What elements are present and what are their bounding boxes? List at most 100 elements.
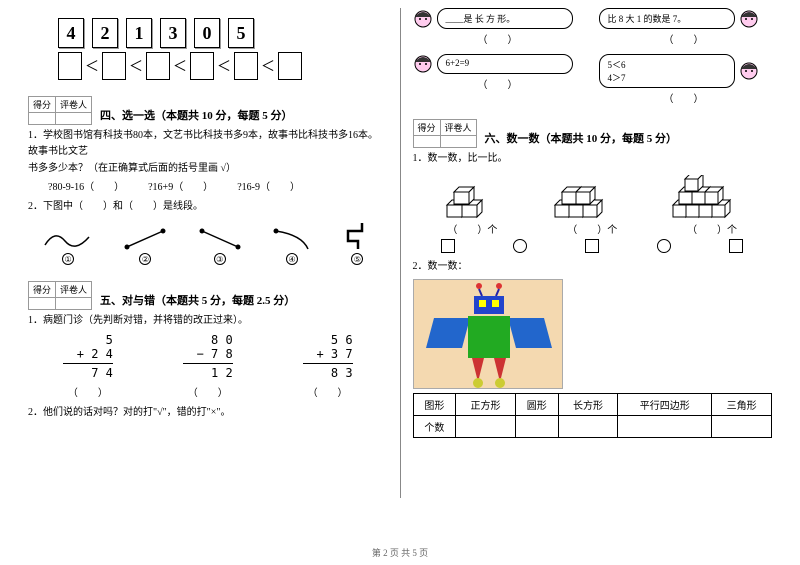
q1-text-line1: 1．学校图书馆有科技书80本，文艺书比科技书多9本，故事书比科技书多16本。故事…: [28, 128, 388, 160]
grader-cell: [56, 298, 92, 310]
s6-q2: 2．数一数：: [413, 259, 773, 275]
label-4: ④: [286, 253, 298, 265]
cube-stack-3: [667, 175, 747, 219]
q1-options: ?80-9-16（ ） ?16+9（ ） ?16-9（ ）: [48, 180, 388, 196]
arith-line: [183, 363, 233, 364]
circle-blank: [657, 239, 671, 253]
cell-blank: [558, 416, 618, 438]
paren-blank: （ ）: [599, 90, 769, 105]
q1-text-line2: 书多多少本？（在正确算式后面的括号里画 √）: [28, 161, 388, 177]
section4-title: 四、选一选（本题共 10 分，每题 5 分）: [100, 107, 293, 123]
zigzag-icon: [342, 221, 372, 251]
face-icon: [413, 54, 433, 74]
count-labels: （ ）个 （ ）个 （ ）个: [413, 221, 773, 236]
less-than-icon: ＜: [173, 56, 187, 76]
section6-header: 得分评卷人 六、数一数（本题共 10 分，每题 5 分）: [413, 113, 773, 148]
table-header-row: 图形 正方形 圆形 长方形 平行四边形 三角形: [413, 394, 772, 416]
speech-bubble-grid: ____是 长 方 形。 （ ） 比 8 大 1 的数是 7。 （ ） 6+2=…: [413, 8, 773, 105]
arith-op: − 7 8: [183, 347, 233, 361]
cell-blank: [618, 416, 712, 438]
cubes-row: [413, 175, 773, 219]
number-card-row: 4 2 1 3 0 5: [58, 18, 388, 48]
s5-q2: 2．他们说的话对吗？对的打"√"，错的打"×"。: [28, 405, 388, 421]
square-blank: [441, 239, 455, 253]
paren-blank: （ ）: [188, 384, 228, 399]
section6-title: 六、数一数（本题共 10 分，每题 5 分）: [485, 130, 678, 146]
arith-top: 5 6: [303, 333, 353, 347]
left-column: 4 2 1 3 0 5 ＜ ＜ ＜ ＜ ＜ 得分评卷人 四、选一选（本题共 10…: [20, 8, 396, 530]
score-table: 得分评卷人: [413, 119, 477, 148]
less-than-icon: ＜: [129, 56, 143, 76]
square-blank: [729, 239, 743, 253]
empty-box: [278, 52, 302, 80]
th-tri: 三角形: [712, 394, 772, 416]
bubble-4: 5＜6 4＞7: [599, 54, 735, 88]
shape-2: ②: [123, 227, 167, 265]
bubble-3: 6+2=9: [437, 54, 573, 74]
section5-title: 五、对与错（本题共 5 分，每题 2.5 分）: [100, 292, 295, 308]
score-table: 得分评卷人: [28, 281, 92, 310]
shape-5: ⑤: [342, 221, 372, 265]
row-label: 个数: [413, 416, 456, 438]
segment-icon: [198, 227, 242, 251]
bubble-1: ____是 长 方 形。: [437, 8, 573, 29]
section4-header: 得分评卷人 四、选一选（本题共 10 分，每题 5 分）: [28, 90, 388, 125]
robot-figure: [413, 279, 563, 389]
line-shapes-row: ① ② ③ ④ ⑤: [28, 221, 388, 265]
page-footer: 第 2 页 共 5 页: [0, 546, 800, 559]
arithmetic-row: 5 + 2 4 7 4 8 0 − 7 8 1 2 5 6 + 3 7 8 3: [28, 333, 388, 380]
arith-op: + 2 4: [63, 347, 113, 361]
empty-box: [146, 52, 170, 80]
label-1: ①: [62, 253, 74, 265]
grader-cell: [440, 136, 476, 148]
square-blank: [585, 239, 599, 253]
arith-op: + 3 7: [303, 347, 353, 361]
cell-blank: [515, 416, 558, 438]
paren-blank: （ ）: [308, 384, 348, 399]
score-table: 得分评卷人: [28, 96, 92, 125]
less-than-icon: ＜: [85, 56, 99, 76]
option-a: ?80-9-16（ ）: [48, 180, 124, 196]
arith-a: 5 + 2 4 7 4: [63, 333, 113, 380]
circle-blank: [513, 239, 527, 253]
th-para: 平行四边形: [618, 394, 712, 416]
th-shape: 图形: [413, 394, 456, 416]
cell-blank: [712, 416, 772, 438]
empty-box: [234, 52, 258, 80]
ordering-row: ＜ ＜ ＜ ＜ ＜: [58, 52, 388, 80]
segment-icon: [123, 227, 167, 251]
arith-res: 8 3: [303, 366, 353, 380]
face-icon: [739, 9, 759, 29]
less-than-icon: ＜: [217, 56, 231, 76]
speech-item-3: 6+2=9 （ ）: [413, 54, 583, 105]
compare-shapes: [413, 239, 773, 253]
cube-stack-2: [547, 175, 617, 219]
grader-label: 评卷人: [56, 282, 92, 298]
bubble-4-line1: 5＜6: [608, 58, 726, 71]
th-rect: 长方形: [558, 394, 618, 416]
shape-3: ③: [198, 227, 242, 265]
speech-item-2: 比 8 大 1 的数是 7。 （ ）: [599, 8, 769, 46]
count-blank: （ ）个: [567, 221, 617, 236]
paren-row: （ ） （ ） （ ）: [28, 384, 388, 399]
arith-res: 7 4: [63, 366, 113, 380]
paren-blank: （ ）: [68, 384, 108, 399]
column-divider: [400, 8, 401, 498]
arith-res: 1 2: [183, 366, 233, 380]
label-5: ⑤: [351, 253, 363, 265]
th-square: 正方形: [456, 394, 516, 416]
count-blank: （ ）个: [447, 221, 497, 236]
arith-line: [303, 363, 353, 364]
score-label: 得分: [29, 97, 56, 113]
number-card: 0: [194, 18, 220, 48]
score-cell: [29, 298, 56, 310]
number-card: 2: [92, 18, 118, 48]
bubble-4-line2: 4＞7: [608, 71, 726, 84]
score-label: 得分: [29, 282, 56, 298]
right-column: ____是 长 方 形。 （ ） 比 8 大 1 的数是 7。 （ ） 6+2=…: [405, 8, 781, 530]
empty-box: [58, 52, 82, 80]
number-card: 4: [58, 18, 84, 48]
option-b: ?16+9（ ）: [148, 180, 213, 196]
arith-top: 8 0: [183, 333, 233, 347]
option-c: ?16-9（ ）: [237, 180, 300, 196]
